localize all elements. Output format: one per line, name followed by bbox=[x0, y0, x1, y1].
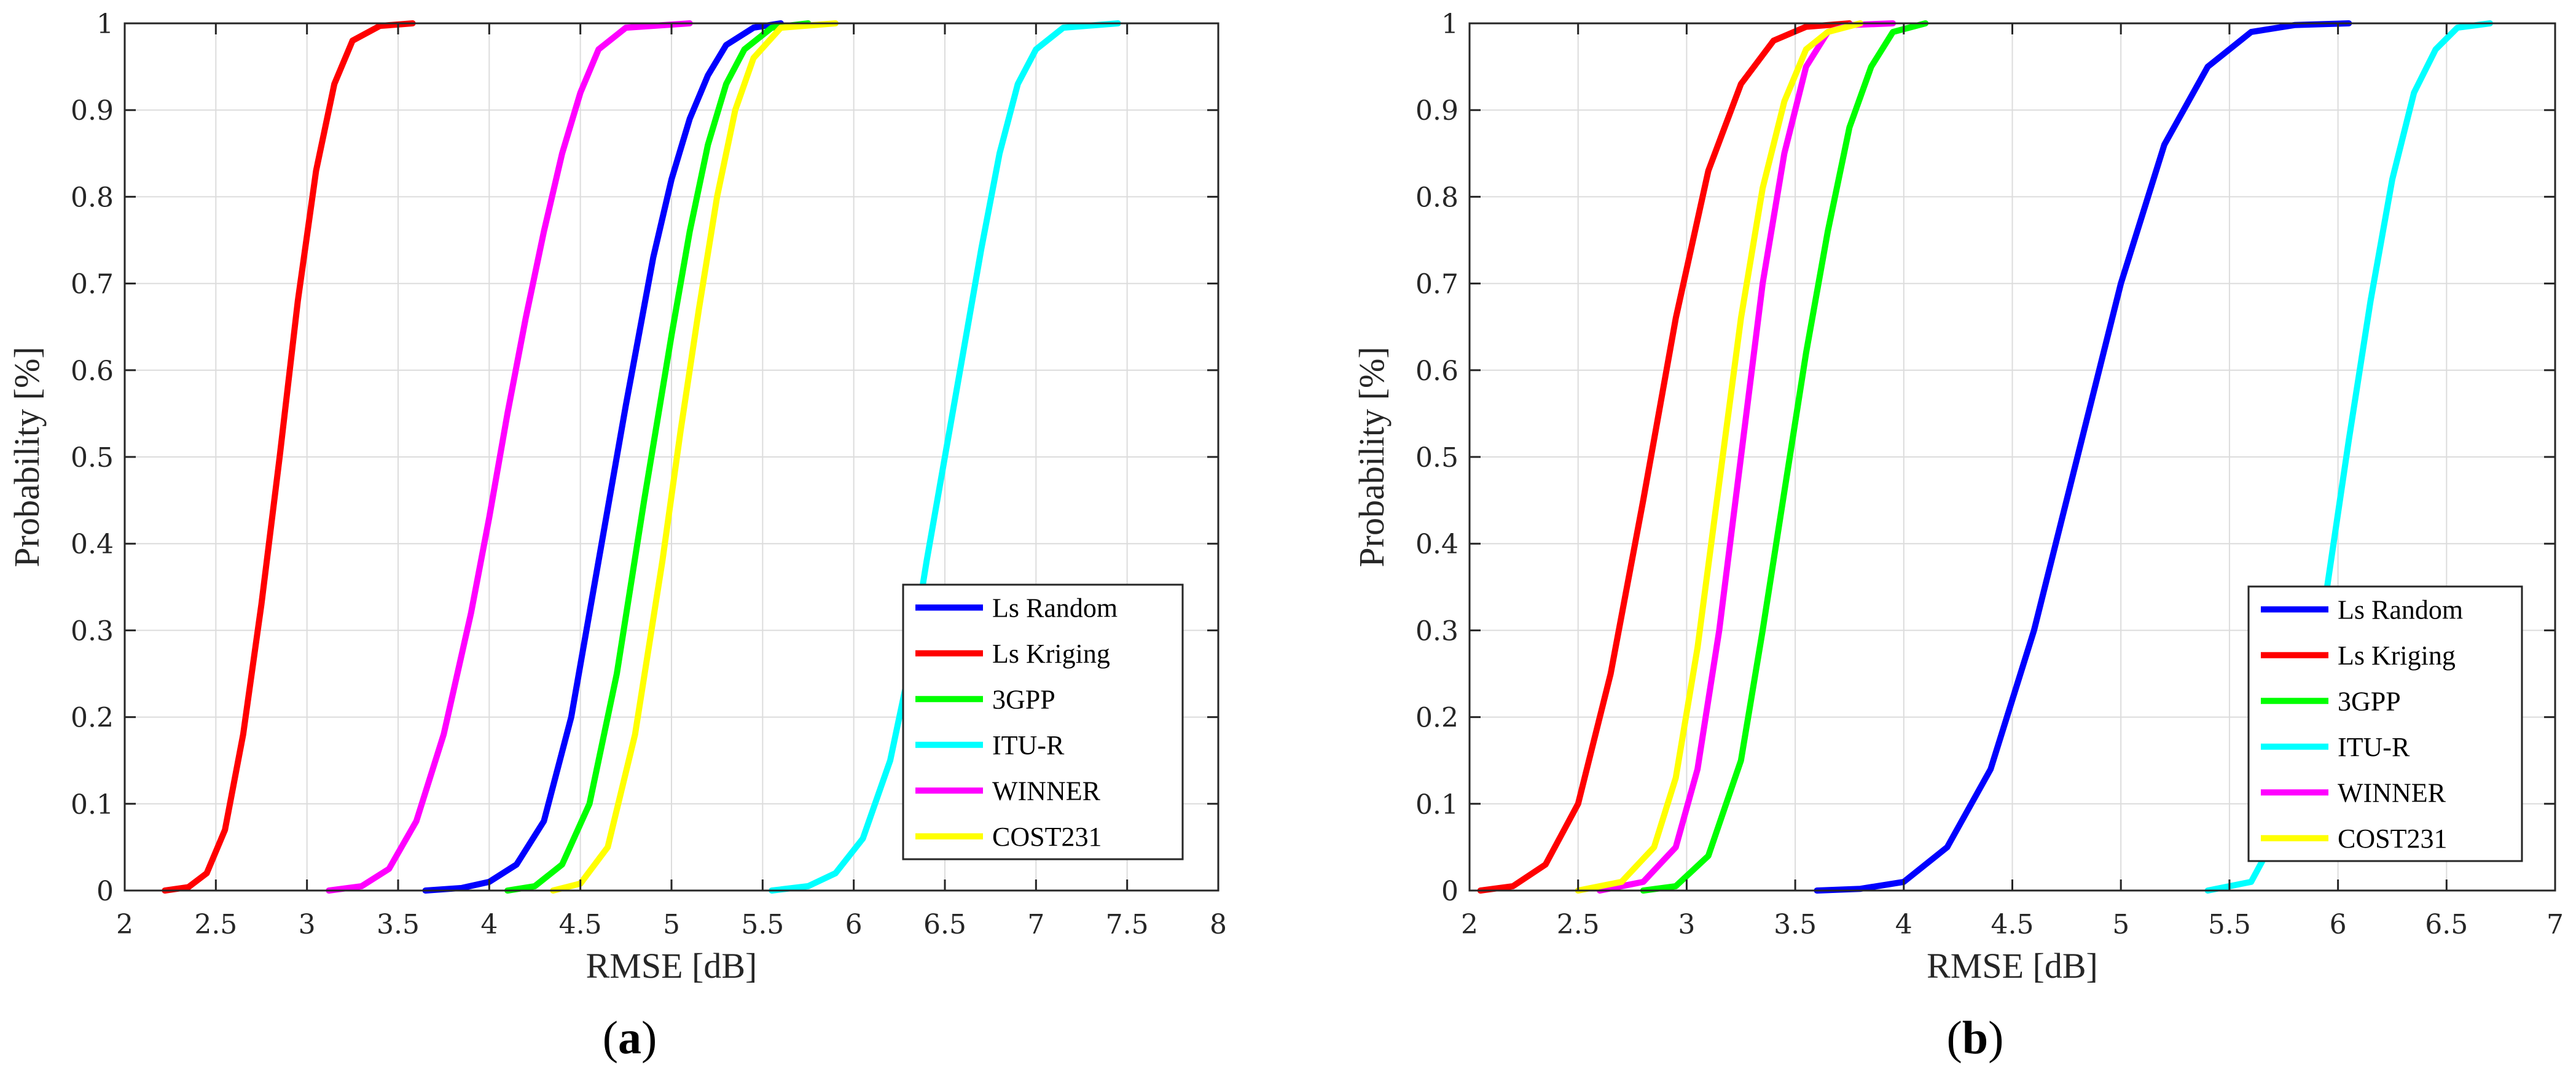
x-tick-label: 3 bbox=[1678, 909, 1695, 940]
legend-entry: WINNER bbox=[2338, 778, 2446, 808]
y-tick-label: 0.5 bbox=[1415, 442, 1458, 474]
chart-panel-a: 2 2.5 3 3.5 4 4.5 5 5.5 6 6.5 7 7.5 8 0 0.1 0.2 0.3 0.4 0.… bbox=[7, 9, 1227, 986]
y-tick-label: 0.9 bbox=[1415, 95, 1458, 127]
x-tick-label: 2 bbox=[1461, 909, 1478, 940]
x-tick-label: 5 bbox=[663, 909, 680, 940]
x-ticks-b: 2 2.5 3 3.5 4 4.5 5 5.5 6 6.5 7 bbox=[1461, 23, 2564, 940]
legend-entry: Ls Kriging bbox=[992, 639, 1110, 669]
legend-entry: COST231 bbox=[992, 822, 1102, 852]
y-tick-label: 0.9 bbox=[71, 95, 114, 127]
y-tick-label: 0.3 bbox=[71, 615, 114, 647]
x-axis-label-b: RMSE [dB] bbox=[1927, 946, 2098, 986]
legend-entry: Ls Random bbox=[992, 593, 1118, 623]
legend-entry: 3GPP bbox=[2338, 686, 2401, 716]
x-tick-label: 7 bbox=[1027, 909, 1044, 940]
x-tick-label: 6 bbox=[2330, 909, 2347, 940]
y-tick-label: 0.6 bbox=[1415, 356, 1458, 387]
y-tick-label: 0.8 bbox=[1415, 182, 1458, 213]
y-axis-label-a: Probability [%] bbox=[7, 346, 47, 567]
y-tick-label: 0.4 bbox=[71, 529, 114, 560]
y-tick-label: 1 bbox=[96, 9, 114, 40]
series-line-3gpp bbox=[504, 20, 812, 894]
chart-panel-b: 2 2.5 3 3.5 4 4.5 5 5.5 6 6.5 7 0 0.1 0.2 0.3 0.4 0.5 0.6… bbox=[1352, 9, 2564, 986]
legend-b: Ls Random Ls Kriging 3GPP ITU-R WINNER COST23… bbox=[2247, 585, 2523, 862]
x-tick-label: 7.5 bbox=[1106, 909, 1149, 940]
x-tick-label: 3.5 bbox=[1774, 909, 1817, 940]
legend-entry: COST231 bbox=[2338, 824, 2447, 854]
y-tick-label: 0.3 bbox=[1415, 615, 1458, 647]
series-line-itu-r bbox=[769, 20, 1121, 894]
y-tick-label: 0.1 bbox=[71, 789, 114, 821]
series-line-ls-kriging bbox=[162, 20, 416, 894]
legend-entry: Ls Random bbox=[2338, 595, 2463, 625]
y-tick-label: 0 bbox=[96, 876, 114, 907]
panel-label-a: (a) bbox=[603, 1012, 657, 1064]
x-tick-label: 2.5 bbox=[1557, 909, 1600, 940]
x-tick-label: 8 bbox=[1210, 909, 1227, 940]
y-ticks-a: 0 0.1 0.2 0.3 0.4 0.5 0.6 0.7 0.8 0.9 1 bbox=[71, 9, 1218, 907]
x-tick-label: 4.5 bbox=[1991, 909, 2034, 940]
y-tick-label: 0.7 bbox=[1415, 269, 1458, 300]
y-ticks-b: 0 0.1 0.2 0.3 0.4 0.5 0.6 0.7 0.8 0.9 1 bbox=[1415, 9, 2555, 907]
x-tick-label: 4.5 bbox=[559, 909, 602, 940]
y-tick-label: 0.6 bbox=[71, 356, 114, 387]
y-tick-label: 0.1 bbox=[1415, 789, 1458, 821]
legend-entry: ITU-R bbox=[992, 730, 1065, 760]
x-axis-label-a: RMSE [dB] bbox=[586, 946, 758, 986]
y-tick-label: 0.7 bbox=[71, 269, 114, 300]
y-tick-label: 0.8 bbox=[71, 182, 114, 213]
legend-box bbox=[2247, 585, 2523, 862]
series-line-ls-random bbox=[422, 20, 784, 894]
series-line-ls-kriging bbox=[1477, 20, 1853, 894]
legend-entry: Ls Kriging bbox=[2338, 641, 2456, 671]
panel-label-b: (b) bbox=[1947, 1012, 2004, 1064]
x-tick-label: 6.5 bbox=[2425, 909, 2468, 940]
series-lines-a bbox=[162, 20, 1121, 894]
y-tick-label: 0.2 bbox=[71, 703, 114, 734]
series-line-cost231 bbox=[550, 20, 839, 894]
legend-entry: 3GPP bbox=[992, 684, 1055, 714]
y-tick-label: 0.5 bbox=[71, 442, 114, 474]
x-tick-label: 3 bbox=[299, 909, 316, 940]
legend-a: Ls Random Ls Kriging 3GPP ITU-R WINNER COST23… bbox=[902, 583, 1184, 860]
x-tick-label: 5 bbox=[2112, 909, 2129, 940]
legend-entry: ITU-R bbox=[2338, 732, 2410, 762]
x-tick-label: 2.5 bbox=[194, 909, 237, 940]
x-ticks-a: 2 2.5 3 3.5 4 4.5 5 5.5 6 6.5 7 7.5 8 bbox=[116, 23, 1227, 940]
legend-entry: WINNER bbox=[992, 776, 1101, 806]
y-tick-label: 0 bbox=[1441, 876, 1458, 907]
x-tick-label: 6 bbox=[845, 909, 863, 940]
series-line-3gpp bbox=[1640, 20, 1929, 894]
series-line-cost231 bbox=[1575, 20, 1864, 894]
x-tick-label: 7 bbox=[2547, 909, 2564, 940]
y-axis-label-b: Probability [%] bbox=[1352, 346, 1392, 567]
x-tick-label: 5.5 bbox=[741, 909, 784, 940]
x-tick-label: 4 bbox=[480, 909, 498, 940]
y-tick-label: 0.2 bbox=[1415, 703, 1458, 734]
y-tick-label: 1 bbox=[1441, 9, 1458, 40]
x-tick-label: 4 bbox=[1895, 909, 1912, 940]
x-tick-label: 2 bbox=[116, 909, 133, 940]
x-tick-label: 3.5 bbox=[377, 909, 420, 940]
x-tick-label: 6.5 bbox=[923, 909, 966, 940]
y-tick-label: 0.4 bbox=[1415, 529, 1458, 560]
legend-box bbox=[902, 583, 1184, 860]
x-tick-label: 5.5 bbox=[2208, 909, 2251, 940]
series-line-winner bbox=[326, 20, 693, 894]
